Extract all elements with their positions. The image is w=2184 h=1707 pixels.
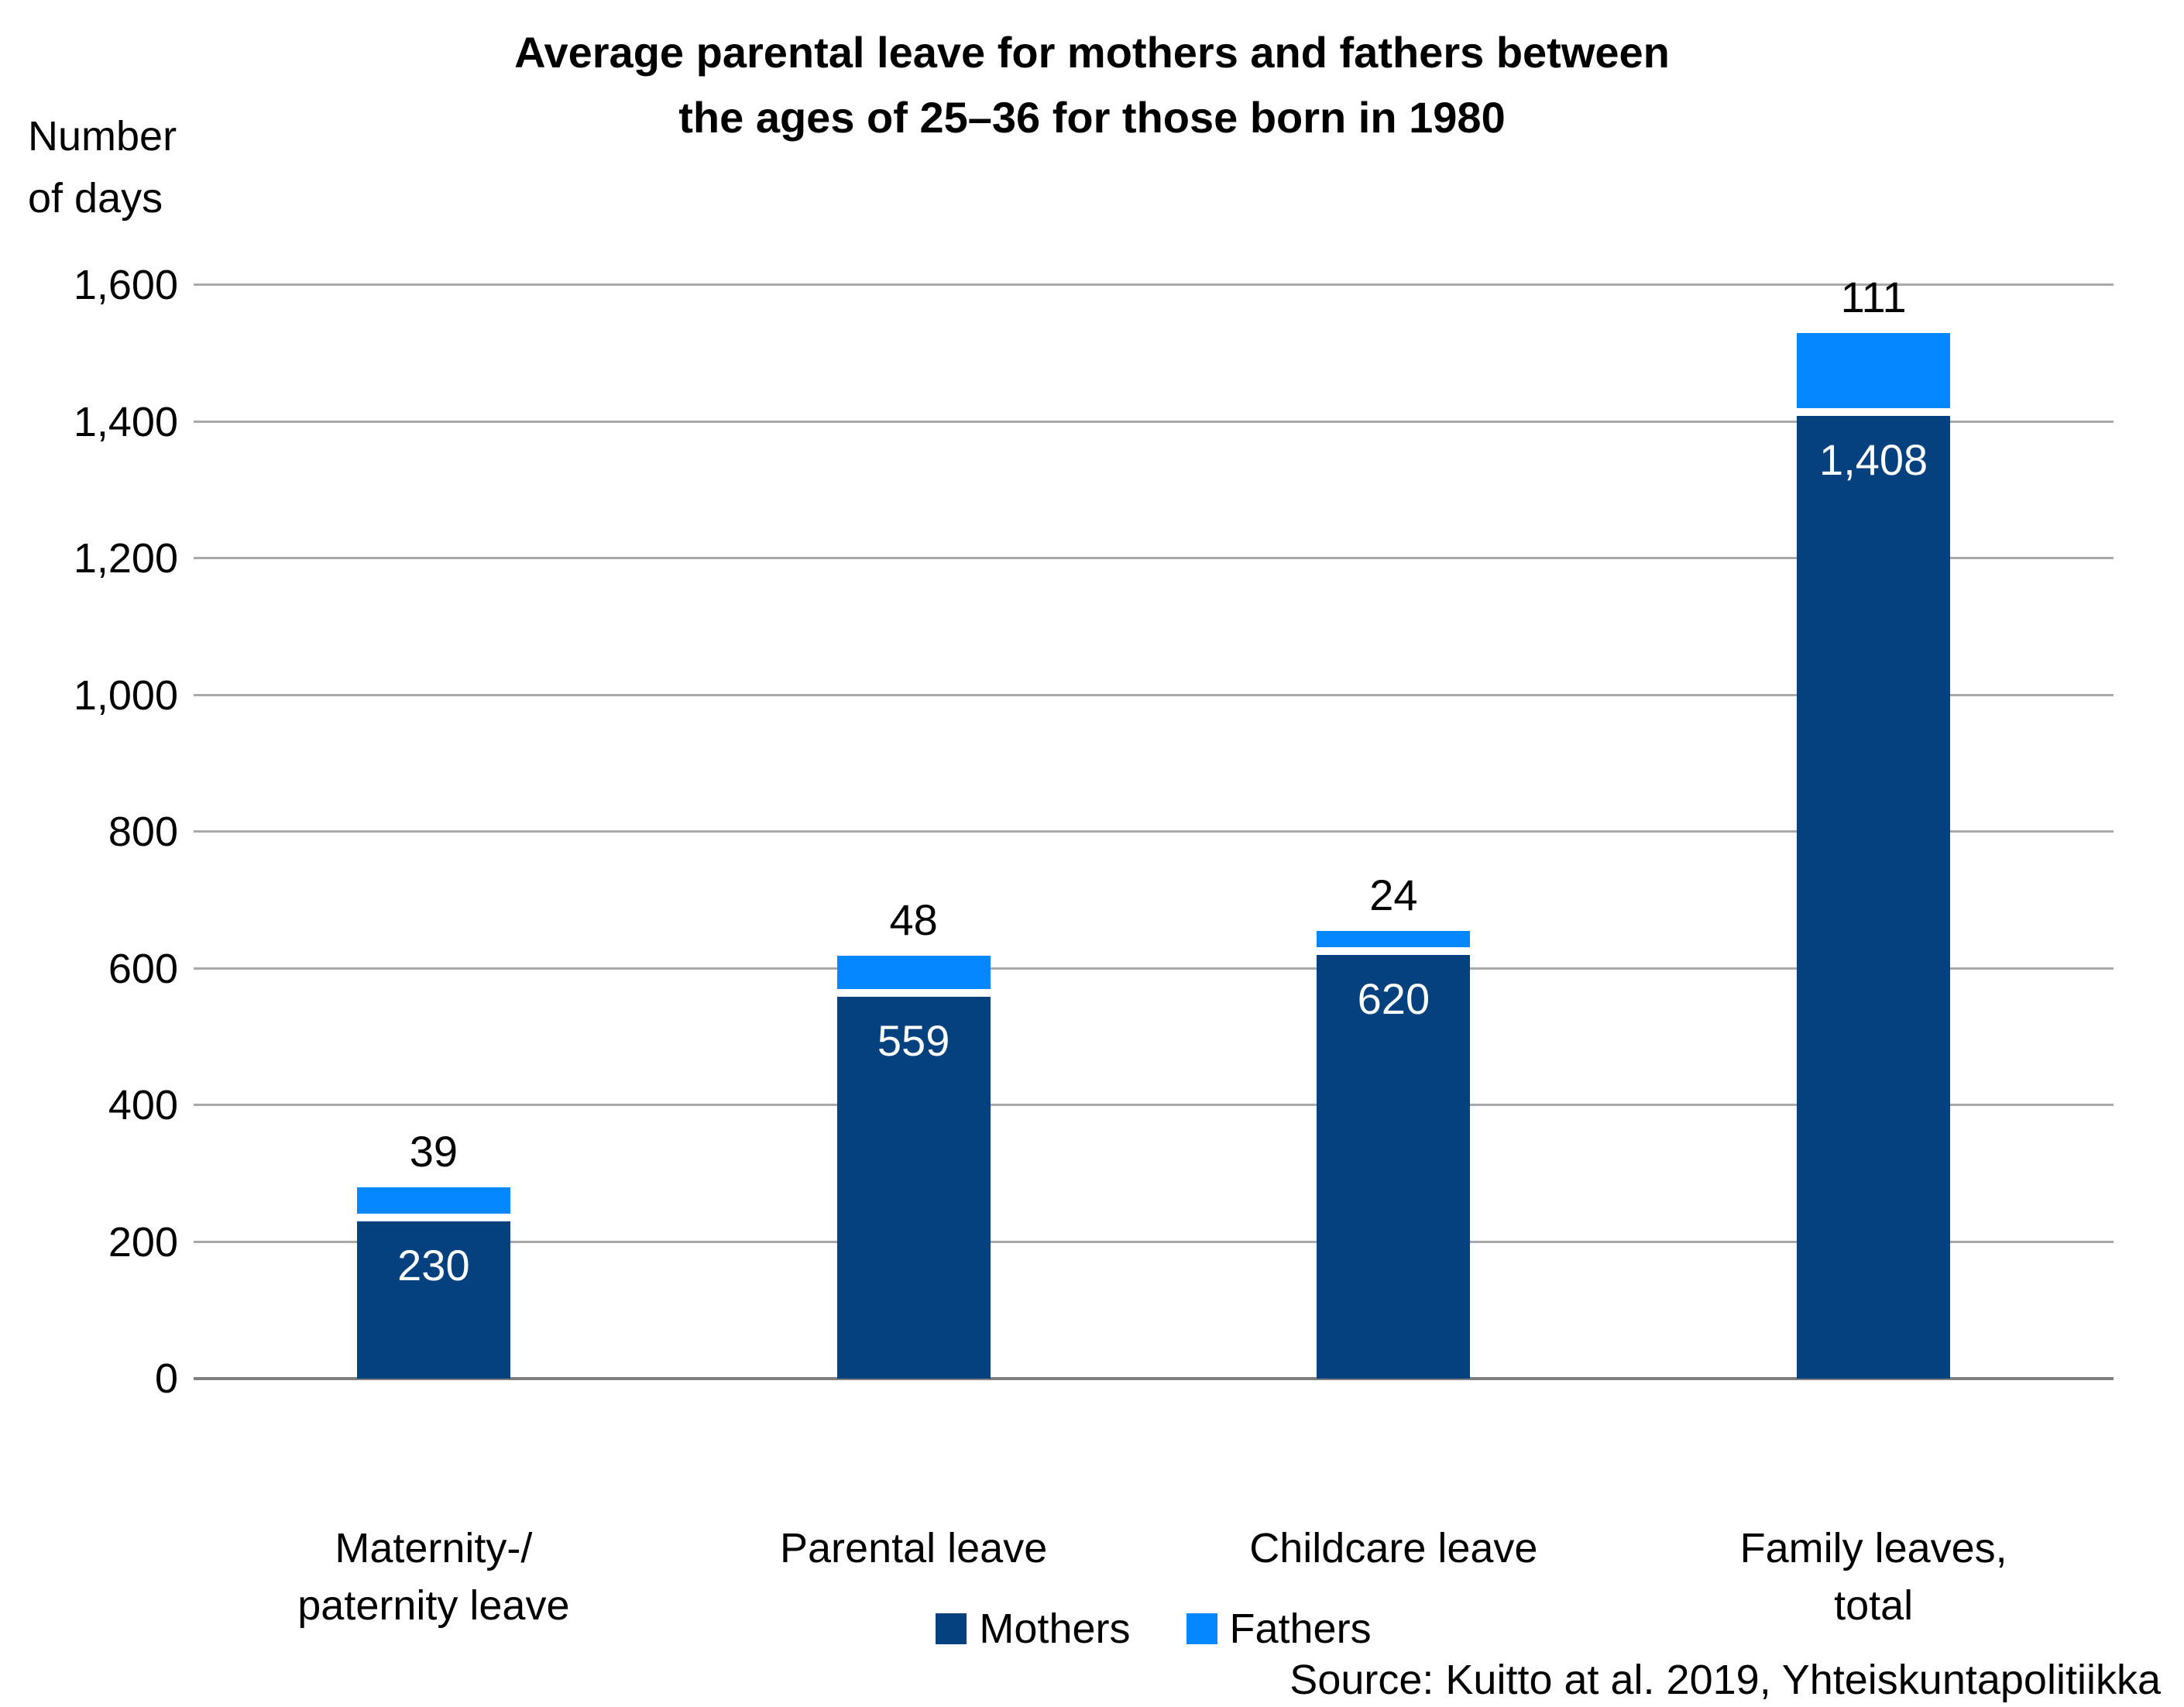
legend-label: Fathers [1229,1606,1372,1652]
bar-segment-divider [1797,408,1951,417]
y-tick-label: 0 [154,1355,178,1402]
bar-value-label-mothers: 230 [397,1241,470,1290]
gridline [194,967,2114,970]
x-axis-line [194,1377,2114,1380]
category-label-line: Childcare leave [1249,1525,1538,1571]
y-tick-label: 1,400 [73,398,178,445]
category-label-line: Maternity-/ [335,1525,533,1571]
chart-title: Average parental leave for mothers and f… [0,20,2184,150]
bar-value-label-mothers: 620 [1357,974,1430,1023]
bar-segment-mothers: 559 [836,996,991,1379]
chart-title-line1: Average parental leave for mothers and f… [514,28,1670,77]
bar-segment-fathers [836,956,991,989]
bar-segment-mothers: 620 [1317,954,1471,1379]
category-label-line: total [1834,1582,1914,1629]
y-tick-label: 1,600 [73,262,178,308]
chart-title-line2: the ages of 25–36 for those born in 1980 [678,93,1506,142]
legend-swatch-fathers [1186,1613,1217,1644]
plot-area: 39 230 48 559 24 620 111 1,408 [194,273,2114,1380]
gridline [194,1104,2114,1106]
y-tick-label: 1,200 [73,535,178,582]
category-label-line: Family leaves, [1739,1525,2007,1571]
y-axis-unit-line1: Number [28,113,177,160]
bar-group: 24 620 [1317,870,1471,1379]
bar-group: 111 1,408 [1797,272,1951,1379]
bar-value-label-mothers: 559 [877,1015,950,1065]
gridline [194,830,2114,833]
category-label: Childcare leave [1154,1520,1634,1577]
y-tick-label: 600 [108,945,178,992]
bar-segment-mothers: 1,408 [1797,416,1951,1379]
y-axis-unit-line2: of days [28,175,163,222]
bar-segment-divider [356,1214,510,1222]
bar-group: 48 559 [836,895,991,1379]
bar-segment-fathers [1317,930,1471,947]
gridline [194,420,2114,423]
y-tick-label: 200 [108,1218,178,1266]
category-label: Parental leave [674,1520,1154,1577]
bar-value-label-mothers: 1,408 [1819,435,1928,485]
bar-segment-fathers [1797,332,1951,409]
y-tick-label: 400 [108,1082,178,1128]
legend-item: Fathers [1186,1605,1372,1653]
source-note: Source: Kuitto at al. 2019, Yhteiskuntap… [1289,1657,2161,1703]
legend-swatch-mothers [936,1613,967,1644]
y-tick-label: 1,000 [73,671,178,719]
y-tick-label: 800 [108,809,178,855]
category-label-line: Parental leave [780,1525,1048,1571]
category-label-line: paternity leave [297,1582,570,1629]
bar-segment-divider [836,988,991,997]
bar-value-label-fathers: 48 [889,895,938,945]
y-axis-unit-label: Number of days [28,105,177,229]
category-label: Maternity-/ paternity leave [194,1520,674,1634]
bar-value-label-fathers: 39 [409,1126,458,1176]
bar-segment-mothers: 230 [356,1221,510,1379]
bar-segment-fathers [356,1187,510,1214]
gridline [194,1240,2114,1243]
bar-segment-divider [1317,946,1471,955]
legend: Mothers Fathers [194,1603,2114,1654]
gridline [194,283,2114,286]
gridline [194,693,2114,696]
bar-value-label-fathers: 111 [1840,272,1907,321]
category-label: Family leaves, total [1633,1520,2114,1634]
bar-value-label-fathers: 24 [1369,870,1418,919]
bar-group: 39 230 [356,1126,510,1379]
gridline [194,557,2114,559]
legend-label: Mothers [979,1606,1131,1652]
legend-item: Mothers [936,1605,1131,1653]
